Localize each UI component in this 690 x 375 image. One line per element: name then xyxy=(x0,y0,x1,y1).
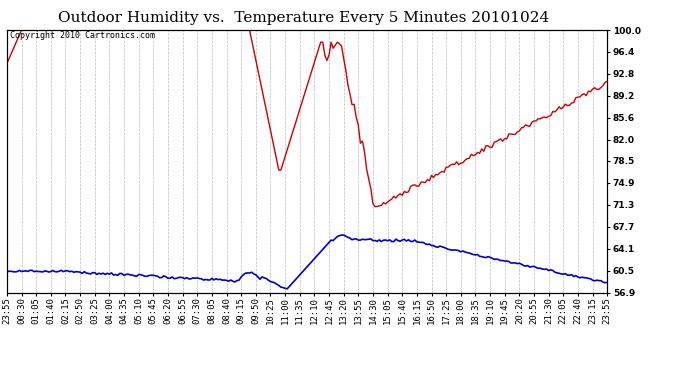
Text: Outdoor Humidity vs.  Temperature Every 5 Minutes 20101024: Outdoor Humidity vs. Temperature Every 5… xyxy=(58,11,549,25)
Text: Copyright 2010 Cartronics.com: Copyright 2010 Cartronics.com xyxy=(10,32,155,40)
